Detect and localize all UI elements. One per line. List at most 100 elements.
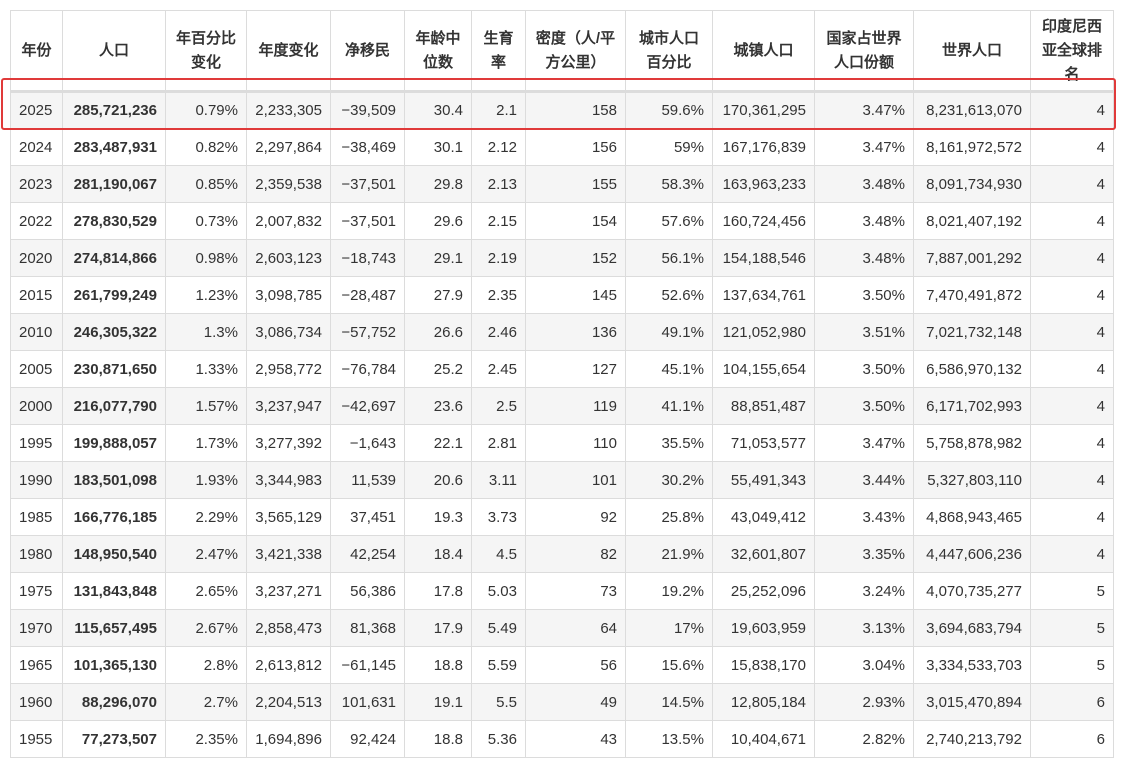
table-cell: 2,359,538	[246, 165, 331, 203]
table-cell: −61,145	[330, 646, 405, 684]
table-cell: 5,327,803,110	[913, 461, 1031, 499]
table-cell: 0.82%	[165, 128, 247, 166]
table-cell: 1.3%	[165, 313, 247, 351]
table-cell: 73	[525, 572, 626, 610]
table-cell: 3.48%	[814, 239, 914, 277]
table-cell: 2.5	[471, 387, 526, 425]
table-cell: 3.48%	[814, 165, 914, 203]
table-cell: 2.82%	[814, 720, 914, 758]
table-cell: 1990	[10, 461, 63, 499]
header-text: 年龄中位数	[415, 29, 461, 71]
table-cell: 3,421,338	[246, 535, 331, 573]
table-cell: 19.1	[404, 683, 472, 721]
table-cell: 4,070,735,277	[913, 572, 1031, 610]
table-row: 1995 199,888,057 1.73% 3,277,392 −1,643 22.1 2…	[10, 424, 1114, 462]
table-cell: 59%	[625, 128, 713, 166]
table-cell: 13.5%	[625, 720, 713, 758]
table-cell: 4	[1030, 313, 1114, 351]
header-text: 人口	[98, 41, 129, 59]
table-cell: 21.9%	[625, 535, 713, 573]
table-cell: 154,188,546	[712, 239, 815, 277]
table-cell: 3.13%	[814, 609, 914, 647]
table-cell: 43	[525, 720, 626, 758]
table-cell: 58.3%	[625, 165, 713, 203]
table-cell: 3.47%	[814, 128, 914, 166]
table-row: 2015 261,799,249 1.23% 3,098,785 −28,487 27.9…	[10, 276, 1114, 314]
table-cell: 2.13	[471, 165, 526, 203]
table-cell: −18,743	[330, 239, 405, 277]
table-cell: 3,565,129	[246, 498, 331, 536]
table-cell: 4	[1030, 498, 1114, 536]
table-cell: 52.6%	[625, 276, 713, 314]
table-cell: 1.23%	[165, 276, 247, 314]
table-cell: 71,053,577	[712, 424, 815, 462]
table-cell: 199,888,057	[62, 424, 166, 462]
table-cell: 2.45	[471, 350, 526, 388]
table-cell: 8,161,972,572	[913, 128, 1031, 166]
table-cell: 170,361,295	[712, 90, 815, 129]
table-cell: 2000	[10, 387, 63, 425]
table-row: 2000 216,077,790 1.57% 3,237,947 −42,697 23.6…	[10, 387, 1114, 425]
table-cell: 1985	[10, 498, 63, 536]
table-cell: 19.3	[404, 498, 472, 536]
table-cell: 2,740,213,792	[913, 720, 1031, 758]
column-header: 世界人口	[913, 10, 1031, 92]
table-cell: 35.5%	[625, 424, 713, 462]
table-cell: 160,724,456	[712, 202, 815, 240]
table-cell: −39,509	[330, 90, 405, 129]
table-cell: 0.85%	[165, 165, 247, 203]
table-cell: 64	[525, 609, 626, 647]
table-cell: 283,487,931	[62, 128, 166, 166]
table-cell: 2.35	[471, 276, 526, 314]
table-cell: 42,254	[330, 535, 405, 573]
table-cell: 1975	[10, 572, 63, 610]
table-cell: 3.43%	[814, 498, 914, 536]
table-cell: 2,233,305	[246, 90, 331, 129]
table-cell: 2.47%	[165, 535, 247, 573]
table-cell: 4	[1030, 424, 1114, 462]
table-cell: 2.93%	[814, 683, 914, 721]
column-header: 密度（人/平方公里）	[525, 10, 626, 92]
table-cell: 3.44%	[814, 461, 914, 499]
table-cell: 3,334,533,703	[913, 646, 1031, 684]
table-cell: 49.1%	[625, 313, 713, 351]
table-cell: 1965	[10, 646, 63, 684]
table-cell: 45.1%	[625, 350, 713, 388]
table-cell: 145	[525, 276, 626, 314]
table-cell: 6	[1030, 720, 1114, 758]
table-cell: 0.73%	[165, 202, 247, 240]
table-cell: 17.9	[404, 609, 472, 647]
table-row: 2022 278,830,529 0.73% 2,007,832 −37,501 29.6…	[10, 202, 1114, 240]
table-cell: 88,296,070	[62, 683, 166, 721]
table-cell: 4	[1030, 387, 1114, 425]
table-cell: 246,305,322	[62, 313, 166, 351]
table-cell: 3.24%	[814, 572, 914, 610]
table-cell: 101,631	[330, 683, 405, 721]
table-cell: 278,830,529	[62, 202, 166, 240]
population-table: 年份 人口 年百分比变化 年度变化 净移民 年龄中位数 生育率 密度（人/平方公里） 城市人口百…	[10, 10, 1114, 758]
table-container: 年份 人口 年百分比变化 年度变化 净移民 年龄中位数 生育率 密度（人/平方公里） 城市人口百…	[10, 10, 1114, 758]
column-header: 年龄中位数	[404, 10, 472, 92]
table-cell: 4	[1030, 276, 1114, 314]
table-cell: 101,365,130	[62, 646, 166, 684]
table-cell: 2025	[10, 90, 63, 129]
table-cell: 2.46	[471, 313, 526, 351]
table-row: 1975 131,843,848 2.65% 3,237,271 56,386 17.8 5…	[10, 572, 1114, 610]
table-cell: 2024	[10, 128, 63, 166]
table-cell: 2.35%	[165, 720, 247, 758]
table-cell: 2,007,832	[246, 202, 331, 240]
table-cell: 1.93%	[165, 461, 247, 499]
table-cell: 230,871,650	[62, 350, 166, 388]
table-row: 1985 166,776,185 2.29% 3,565,129 37,451 19.3 3…	[10, 498, 1114, 536]
table-row: 1955 77,273,507 2.35% 1,694,896 92,424 18.8 5.…	[10, 720, 1114, 758]
table-cell: 3,237,271	[246, 572, 331, 610]
table-cell: 30.1	[404, 128, 472, 166]
table-cell: 3,277,392	[246, 424, 331, 462]
table-cell: 18.8	[404, 720, 472, 758]
table-row: 1990 183,501,098 1.93% 3,344,983 11,539 20.6 3…	[10, 461, 1114, 499]
table-cell: 2.12	[471, 128, 526, 166]
table-row: 2005 230,871,650 1.33% 2,958,772 −76,784 25.2…	[10, 350, 1114, 388]
table-cell: 3.50%	[814, 350, 914, 388]
table-cell: 1,694,896	[246, 720, 331, 758]
table-cell: 4	[1030, 128, 1114, 166]
